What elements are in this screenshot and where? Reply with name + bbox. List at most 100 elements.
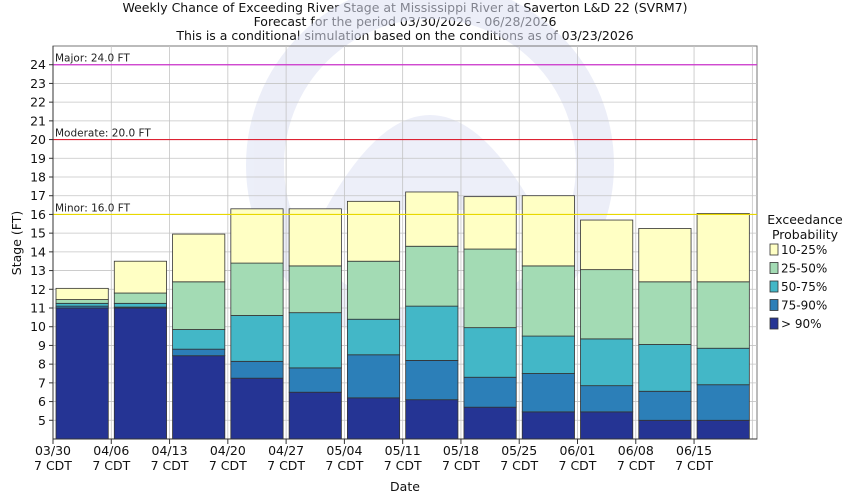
- bar-segment: [638, 390, 692, 421]
- legend-label: > 90%: [781, 317, 822, 331]
- bar-segment: [230, 262, 284, 316]
- x-tick-tz: 7 CDT: [675, 458, 713, 473]
- y-tick-label: 14: [30, 244, 46, 259]
- week-bar-1: [113, 260, 167, 440]
- legend-label: 50-75%: [781, 280, 827, 294]
- bar-segment: [696, 347, 750, 386]
- legend-label: 10-25%: [781, 243, 827, 257]
- bar-segment: [521, 335, 575, 374]
- x-tick-tz: 7 CDT: [325, 458, 363, 473]
- bar-segment: [580, 411, 634, 440]
- bar-segment: [346, 318, 401, 356]
- bar-segment: [405, 359, 459, 401]
- bar-segment: [346, 397, 401, 440]
- bar-segment: [172, 281, 226, 330]
- legend-swatch: [769, 280, 779, 293]
- bar-segment: [638, 344, 692, 392]
- bar-segment: [405, 245, 459, 307]
- x-tick-date: 06/15: [676, 443, 712, 458]
- x-tick-tz: 7 CDT: [209, 458, 247, 473]
- bar-segment: [288, 391, 342, 440]
- legend-swatch: [769, 262, 779, 274]
- bar-segment: [463, 327, 517, 378]
- y-tick-label: 22: [30, 95, 46, 110]
- bar-segment: [580, 385, 634, 413]
- x-tick-date: 04/27: [268, 443, 304, 458]
- bar-segment: [346, 200, 401, 262]
- week-bar-11: [696, 213, 750, 440]
- y-tick-label: 13: [30, 263, 46, 278]
- x-tick-tz: 7 CDT: [151, 458, 189, 473]
- y-tick-label: 7: [38, 375, 46, 390]
- y-tick-label: 16: [30, 207, 46, 222]
- legend-title-2: Probability: [772, 227, 839, 242]
- flood-stage-lines: Major: 24.0 FT Moderate: 20.0 FT Minor: 16…: [53, 53, 757, 216]
- bar-segment: [288, 208, 342, 267]
- bar-segment: [55, 299, 109, 304]
- week-bar-8: [521, 195, 575, 440]
- bar-segment: [172, 329, 226, 350]
- x-tick-date: 05/25: [501, 443, 537, 458]
- bar-segment: [346, 354, 401, 399]
- y-tick-label: 8: [38, 357, 46, 372]
- y-tick-label: 23: [30, 76, 46, 91]
- bar-segment: [172, 233, 226, 283]
- week-bar-0: [55, 287, 109, 440]
- y-tick-label: 19: [30, 151, 46, 166]
- week-bar-7: [463, 196, 517, 440]
- bar-segment: [288, 312, 342, 369]
- legend-item-1: 25-50%: [769, 262, 827, 276]
- x-tick-tz: 7 CDT: [34, 458, 72, 473]
- bar-segment: [696, 281, 750, 349]
- bar-segment: [463, 248, 517, 329]
- bar-segment: [55, 302, 109, 307]
- axes-group: 5 6 7 8 9 10 11 12 13 14 15 16 17 18 19 20 21 22 23 24 03/30…: [30, 46, 757, 473]
- bar-segment: [696, 419, 750, 440]
- bar-segment: [696, 213, 750, 283]
- week-bar-3: [230, 208, 284, 440]
- y-tick-label: 9: [38, 338, 46, 353]
- bar-segment: [55, 287, 109, 300]
- y-tick-label: 21: [30, 113, 46, 128]
- bar-segment: [696, 384, 750, 421]
- bar-segment: [113, 292, 167, 304]
- y-tick-label: 6: [38, 394, 46, 409]
- week-bar-6: [405, 191, 459, 440]
- bar-segment: [230, 377, 284, 440]
- bar-segment: [230, 208, 284, 264]
- flood-stage-label: Minor: 16.0 FT: [55, 202, 131, 214]
- x-tick-date: 06/01: [559, 443, 595, 458]
- bar-segment: [346, 260, 401, 320]
- bar-segment: [521, 195, 575, 267]
- bar-segment: [638, 228, 692, 283]
- week-bar-4: [288, 208, 342, 440]
- bar-segment: [55, 307, 109, 440]
- bar-segment: [463, 406, 517, 440]
- bar-segment: [638, 281, 692, 345]
- y-tick-label: 17: [30, 188, 46, 203]
- y-tick-label: 12: [30, 282, 46, 297]
- bar-segment: [580, 269, 634, 340]
- x-tick-tz: 7 CDT: [500, 458, 538, 473]
- bar-segment: [580, 338, 634, 387]
- bar-segment: [463, 196, 517, 250]
- bar-segment: [405, 305, 459, 361]
- bar-segment: [113, 302, 167, 308]
- x-tick-tz: 7 CDT: [92, 458, 130, 473]
- bar-segment: [230, 360, 284, 379]
- legend-item-0: 10-25%: [769, 243, 827, 257]
- x-tick-date: 05/18: [443, 443, 479, 458]
- bar-segment: [521, 411, 575, 440]
- y-tick-label: 15: [30, 226, 46, 241]
- x-tick-tz: 7 CDT: [617, 458, 655, 473]
- x-tick-date: 04/13: [152, 443, 188, 458]
- week-bar-10: [638, 228, 692, 440]
- bar-segment: [463, 376, 517, 408]
- legend-swatch: [769, 317, 779, 330]
- bar-segment: [230, 315, 284, 362]
- bars-group: [55, 191, 750, 440]
- x-tick-tz: 7 CDT: [559, 458, 597, 473]
- legend-item-4: > 90%: [769, 317, 822, 331]
- week-bar-5: [346, 200, 401, 440]
